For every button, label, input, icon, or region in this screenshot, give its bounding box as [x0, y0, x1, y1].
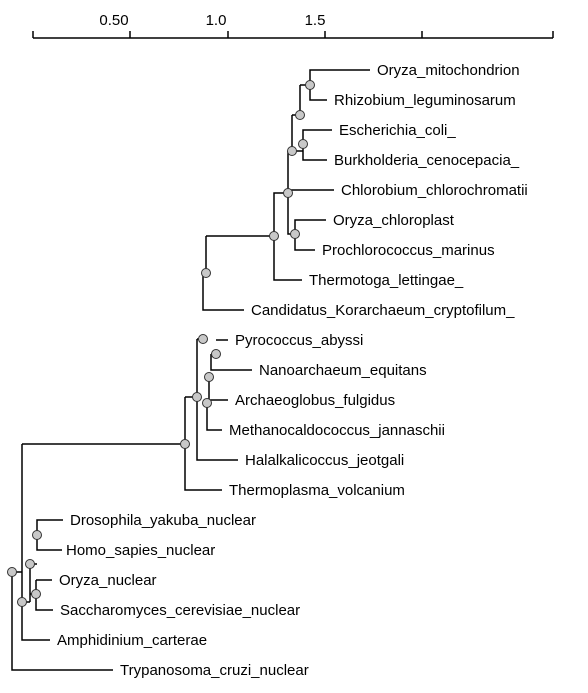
scale-tick-label: 1.0	[206, 12, 227, 29]
tree-node	[305, 80, 315, 90]
leaf-label: Oryza_chloroplast	[333, 212, 455, 229]
leaf-label: Candidatus_Korarchaeum_cryptofilum_	[251, 302, 515, 319]
leaf-label: Prochlorococcus_marinus	[322, 242, 495, 259]
leaf-label: Thermoplasma_volcanium	[229, 482, 405, 499]
leaf-label: Escherichia_coli_	[339, 122, 456, 139]
tree-node	[25, 559, 35, 569]
leaf-label: Pyrococcus_abyssi	[235, 332, 363, 349]
leaf-label: Chlorobium_chlorochromatii	[341, 182, 528, 199]
leaf-labels: Oryza_mitochondrion Rhizobium_leguminosa…	[57, 62, 528, 679]
tree-node	[211, 349, 221, 359]
tree-nodes	[7, 80, 315, 607]
leaf-label: Nanoarchaeum_equitans	[259, 362, 427, 379]
tree-node	[7, 567, 17, 577]
leaf-label: Drosophila_yakuba_nuclear	[70, 512, 256, 529]
tree-node	[287, 146, 297, 156]
leaf-label: Trypanosoma_cruzi_nuclear	[120, 662, 309, 679]
tree-node	[192, 392, 202, 402]
tree-node	[283, 188, 293, 198]
tree-node	[32, 530, 42, 540]
leaf-label: Oryza_mitochondrion	[377, 62, 520, 79]
tree-node	[290, 229, 300, 239]
tree-node	[295, 110, 305, 120]
tree-node	[17, 597, 27, 607]
tree-node	[204, 372, 214, 382]
leaf-label: Archaeoglobus_fulgidus	[235, 392, 395, 409]
leaf-label: Rhizobium_leguminosarum	[334, 92, 516, 109]
tree-node	[180, 439, 190, 449]
scale-tick-label: 1.5	[305, 12, 326, 29]
tree-node	[201, 268, 211, 278]
leaf-label: Homo_sapies_nuclear	[66, 542, 215, 559]
tree-node	[298, 139, 308, 149]
tree-node	[269, 231, 279, 241]
leaf-label: Halalkalicoccus_jeotgali	[245, 452, 404, 469]
tree-node	[202, 398, 212, 408]
tree-node	[31, 589, 41, 599]
scale-bar: 0.50 1.0 1.5	[32, 12, 554, 39]
scale-tick-label: 0.50	[99, 12, 128, 29]
leaf-label: Oryza_nuclear	[59, 572, 157, 589]
leaf-label: Methanocaldococcus_jannaschii	[229, 422, 445, 439]
leaf-label: Thermotoga_lettingae_	[309, 272, 464, 289]
leaf-label: Burkholderia_cenocepacia_	[334, 152, 520, 169]
tree-node	[198, 334, 208, 344]
leaf-label: Saccharomyces_cerevisiae_nuclear	[60, 602, 300, 619]
leaf-label: Amphidinium_carterae	[57, 632, 207, 649]
